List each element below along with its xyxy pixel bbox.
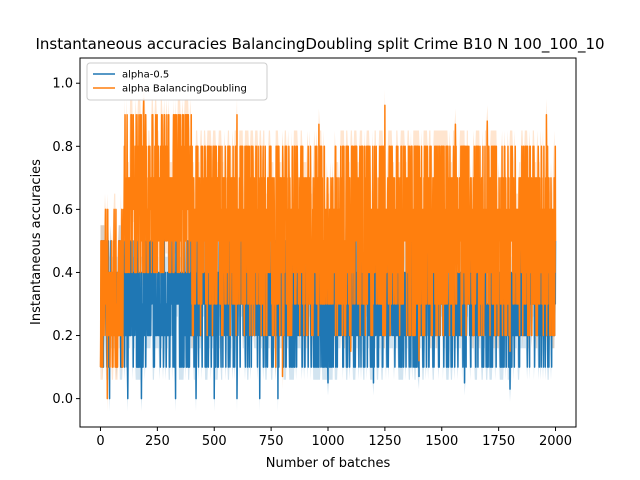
x-axis-label: Number of batches	[266, 456, 391, 471]
series-line	[99, 98, 557, 400]
x-tick-label: 1500	[425, 434, 458, 449]
x-tick-label: 1000	[311, 434, 344, 449]
y-tick-label: 1.0	[52, 77, 73, 92]
y-tick-label: 0.8	[52, 140, 73, 155]
legend-label: alpha BalancingDoubling	[122, 84, 247, 95]
y-tick-label: 0.2	[52, 329, 73, 344]
x-tick-label: 1250	[368, 434, 401, 449]
x-tick-label: 1750	[482, 434, 515, 449]
y-axis-label: Instantaneous accuracies	[29, 159, 44, 325]
x-tick-label: 750	[259, 434, 284, 449]
y-tick-label: 0.6	[52, 203, 73, 218]
x-axis: 0 250 500 750 1000 1250 1500 1750 2000	[96, 427, 572, 449]
series-lines	[99, 98, 557, 400]
x-tick-label: 0	[96, 434, 104, 449]
legend-label: alpha-0.5	[122, 70, 169, 81]
x-tick-label: 250	[145, 434, 170, 449]
y-axis: 0.0 0.2 0.4 0.6 0.8 1.0	[52, 77, 80, 407]
y-tick-label: 0.0	[52, 392, 73, 407]
y-tick-label: 0.4	[52, 266, 73, 281]
plot-area	[79, 57, 577, 428]
chart-title: Instantaneous accuracies BalancingDoubli…	[35, 35, 604, 54]
legend-box	[86, 62, 268, 101]
x-tick-label: 500	[202, 434, 227, 449]
legend: alpha-0.5 alpha BalancingDoubling	[86, 62, 268, 101]
x-tick-label: 2000	[539, 434, 572, 449]
